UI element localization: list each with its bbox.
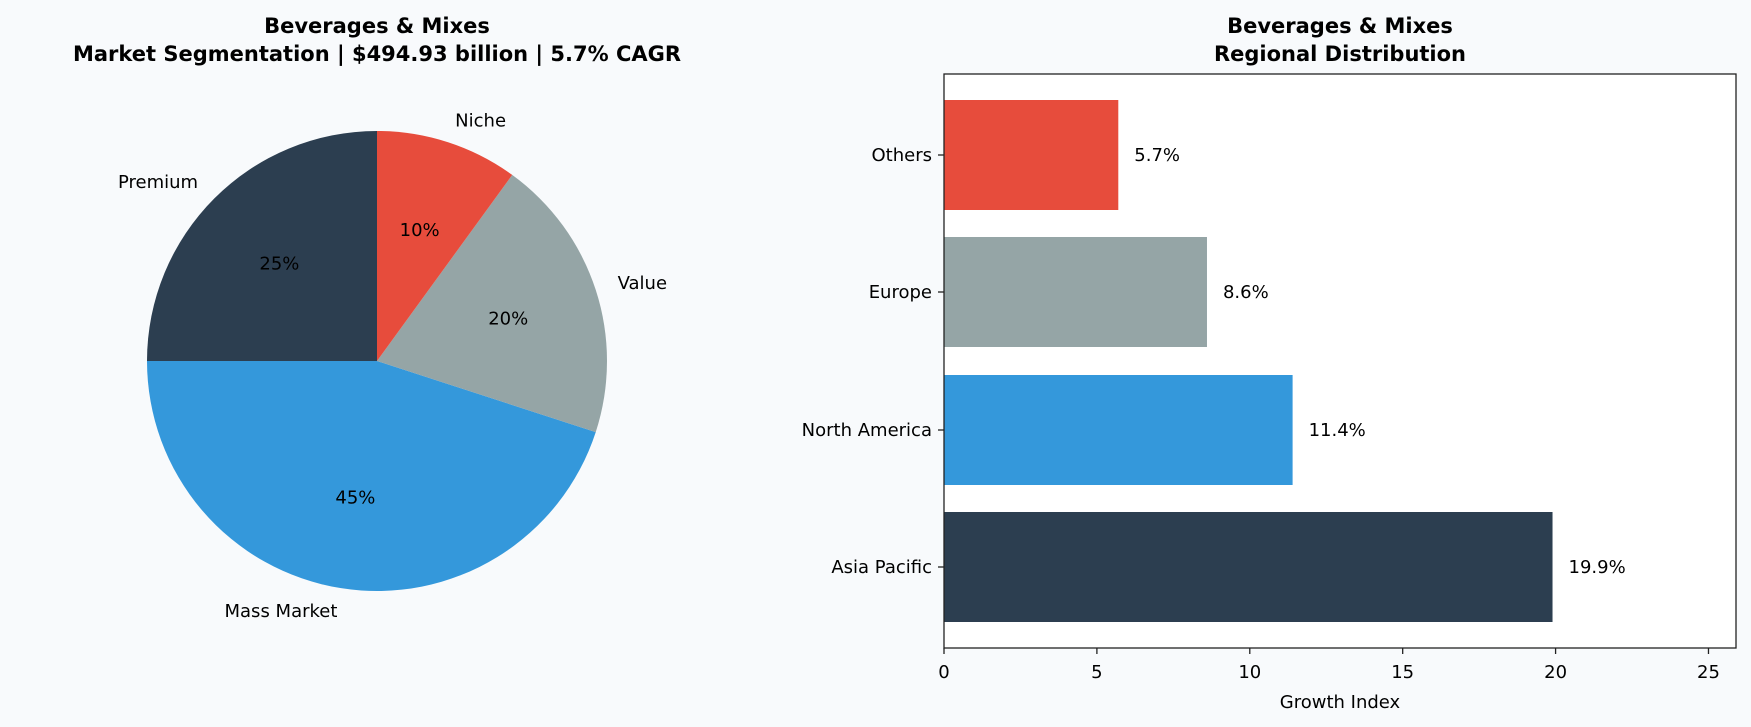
pie-subtitle: Market Segmentation | $494.93 billion | … xyxy=(73,42,681,67)
bar-others xyxy=(944,100,1119,210)
x-ticks: 0 5 10 15 20 25 xyxy=(938,648,1720,683)
x-tick-label: 20 xyxy=(1544,662,1567,683)
pie-percent-label: 45% xyxy=(335,487,375,508)
bars: Asia Pacific 19.9% North America 11.4% Europ… xyxy=(802,100,1626,622)
pie-chart: Beverages & Mixes Market Segmentation | … xyxy=(73,14,681,622)
pie-slice-mass-market xyxy=(147,361,596,591)
bar-north-america xyxy=(944,375,1293,485)
x-tick-label: 10 xyxy=(1238,662,1261,683)
axes-frame xyxy=(943,73,1737,649)
bar-subtitle: Regional Distribution xyxy=(1214,42,1466,66)
bar-europe xyxy=(944,237,1207,347)
bar-chart: Beverages & Mixes Regional Distribution … xyxy=(802,14,1737,713)
pie-percent-label: 25% xyxy=(259,253,299,274)
y-tick-label: North America xyxy=(802,420,932,441)
pie-slice-value xyxy=(377,174,607,433)
bar-value-label: 19.9% xyxy=(1569,557,1626,578)
x-tick-label: 25 xyxy=(1697,662,1720,683)
y-tick-label: Others xyxy=(872,145,933,166)
bar-title: Beverages & Mixes xyxy=(1227,14,1453,38)
x-tick-label: 15 xyxy=(1391,662,1414,683)
x-axis-label: Growth Index xyxy=(1280,692,1401,713)
bar-value-label: 11.4% xyxy=(1309,420,1366,441)
pie-category-label: Premium xyxy=(118,172,198,193)
pie-category-label: Value xyxy=(618,273,667,294)
pie-slices: Premium 25% Mass Market 45% Value 20% Niche 10% xyxy=(118,110,667,622)
bar-asia-pacific xyxy=(944,512,1553,622)
pie-category-label: Niche xyxy=(455,110,506,131)
x-tick-label: 5 xyxy=(1091,662,1102,683)
y-tick-label: Asia Pacific xyxy=(831,557,932,578)
bar-value-label: 8.6% xyxy=(1223,282,1269,303)
pie-slice-premium xyxy=(147,131,377,361)
y-tick-label: Europe xyxy=(869,282,932,303)
pie-category-label: Mass Market xyxy=(225,601,338,622)
pie-percent-label: 10% xyxy=(400,220,440,241)
bar-value-label: 5.7% xyxy=(1134,145,1180,166)
pie-slice-niche xyxy=(377,131,513,361)
pie-title: Beverages & Mixes xyxy=(264,14,490,38)
x-tick-label: 0 xyxy=(938,662,949,683)
pie-percent-label: 20% xyxy=(488,308,528,329)
